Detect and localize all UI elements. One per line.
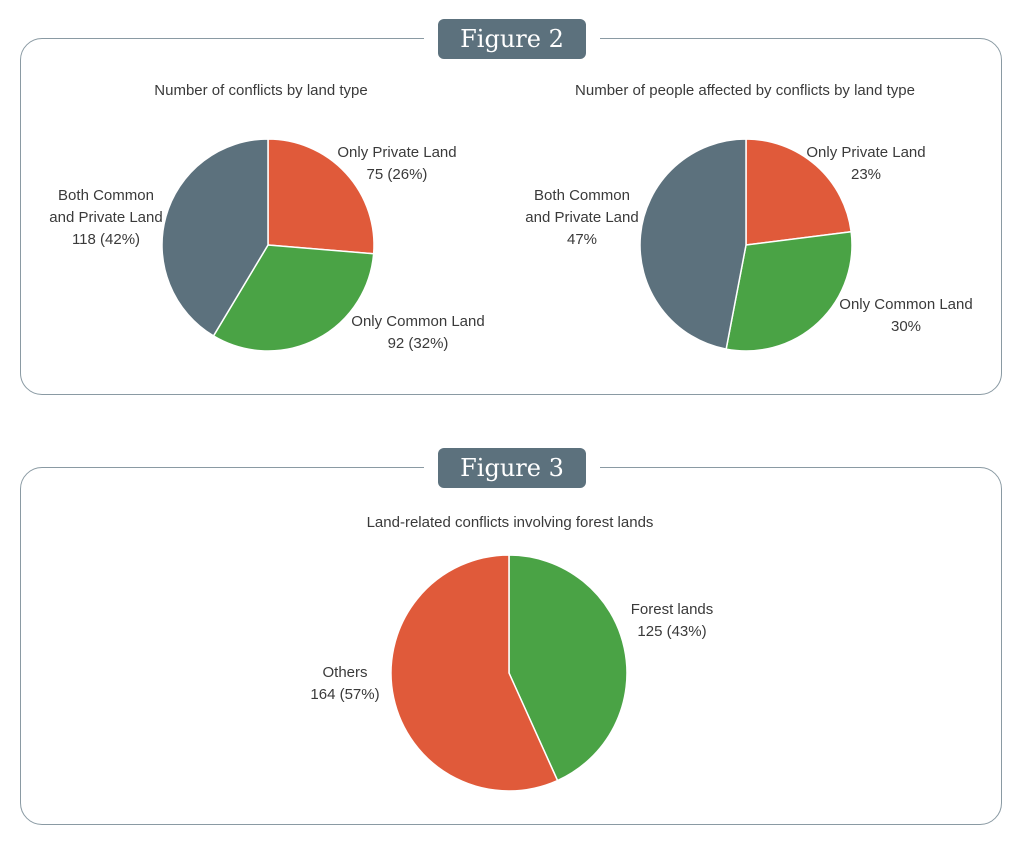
chart-1-label-private-value: 75 (26%) xyxy=(366,166,428,183)
chart-3-label-forest: Forest lands 125 (43%) xyxy=(631,599,714,643)
chart-2-label-common-name: Only Common Land xyxy=(839,296,973,313)
chart-1-label-both-line1: Both Common xyxy=(58,187,154,204)
chart-3-label-others: Others 164 (57%) xyxy=(310,662,379,706)
figure-3-badge: Figure 3 xyxy=(438,448,586,488)
chart-3-label-forest-name: Forest lands xyxy=(630,601,714,618)
pie-slice-only-common-land xyxy=(212,244,375,352)
chart-1-label-both-value: 118 (42%) xyxy=(71,231,141,248)
pie-slice-both-common-and-private-land xyxy=(161,138,269,337)
chart-2-label-both: Both Common and Private Land 47% xyxy=(525,185,638,251)
chart-3-label-others-name: Others xyxy=(322,664,368,681)
pie-slice-only-common-land xyxy=(725,230,853,352)
pie-slice-only-private-land xyxy=(267,138,375,255)
chart-2-label-private-name: Only Private Land xyxy=(806,144,926,161)
pie-slice-both-common-and-private-land xyxy=(639,138,747,350)
chart-2-title: Number of people affected by conflicts b… xyxy=(575,82,915,99)
chart-1-label-private-name: Only Private Land xyxy=(337,144,457,161)
chart-1-label-common-value: 92 (32%) xyxy=(387,335,449,352)
chart-1-label-common: Only Common Land 92 (32%) xyxy=(351,311,484,355)
chart-3-title: Land-related conflicts involving forest … xyxy=(366,514,654,531)
chart-3-label-others-value: 164 (57%) xyxy=(310,686,380,703)
figure-2-badge: Figure 2 xyxy=(438,19,586,59)
chart-2-label-both-line2: and Private Land xyxy=(525,209,639,226)
pie-slice-others xyxy=(390,554,559,792)
chart-2-label-both-line1: Both Common xyxy=(534,187,630,204)
chart-1-title: Number of conflicts by land type xyxy=(154,82,368,99)
chart-2-label-common-value: 30% xyxy=(890,318,922,335)
chart-1-label-both-line2: and Private Land xyxy=(49,209,163,226)
chart-2-label-both-value: 47% xyxy=(566,231,598,248)
chart-1-label-private: Only Private Land 75 (26%) xyxy=(337,142,456,186)
chart-1-label-common-name: Only Common Land xyxy=(351,313,485,330)
chart-2-label-private-value: 23% xyxy=(850,166,882,183)
pie-slice-only-private-land xyxy=(745,138,852,246)
chart-1-label-both: Both Common and Private Land 118 (42%) xyxy=(49,185,162,251)
pie-slice-forest-lands xyxy=(508,554,628,782)
chart-2-label-private: Only Private Land 23% xyxy=(806,142,925,186)
chart-3-label-forest-value: 125 (43%) xyxy=(637,623,707,640)
chart-2-label-common: Only Common Land 30% xyxy=(839,294,972,338)
